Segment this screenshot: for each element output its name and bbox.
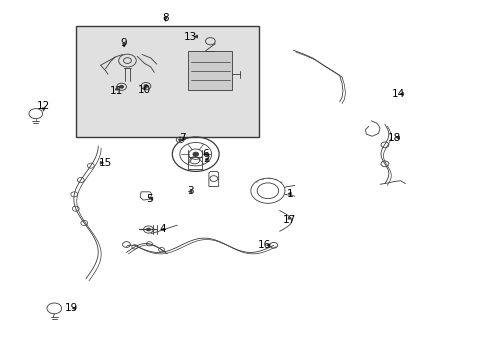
Text: 14: 14 xyxy=(391,89,405,99)
Text: 1: 1 xyxy=(286,189,293,199)
Circle shape xyxy=(193,152,198,156)
Text: 12: 12 xyxy=(37,102,50,112)
Text: 8: 8 xyxy=(162,13,168,23)
Bar xyxy=(76,26,259,137)
Text: 7: 7 xyxy=(179,133,185,143)
Text: 16: 16 xyxy=(258,240,271,250)
Circle shape xyxy=(178,139,181,141)
Text: 2: 2 xyxy=(203,154,209,164)
Text: 5: 5 xyxy=(146,194,153,204)
Circle shape xyxy=(120,85,123,88)
Text: 6: 6 xyxy=(202,149,208,159)
Text: 17: 17 xyxy=(282,215,295,225)
Circle shape xyxy=(146,228,150,231)
Text: 10: 10 xyxy=(138,85,151,95)
Text: 18: 18 xyxy=(387,133,401,143)
Text: 15: 15 xyxy=(99,158,112,168)
Text: 3: 3 xyxy=(186,186,193,197)
Text: 13: 13 xyxy=(183,32,197,41)
Circle shape xyxy=(144,85,148,87)
Text: 11: 11 xyxy=(110,86,123,96)
Text: 9: 9 xyxy=(121,38,127,48)
Bar xyxy=(188,51,232,90)
Text: 4: 4 xyxy=(160,225,166,234)
Text: 19: 19 xyxy=(64,303,78,314)
